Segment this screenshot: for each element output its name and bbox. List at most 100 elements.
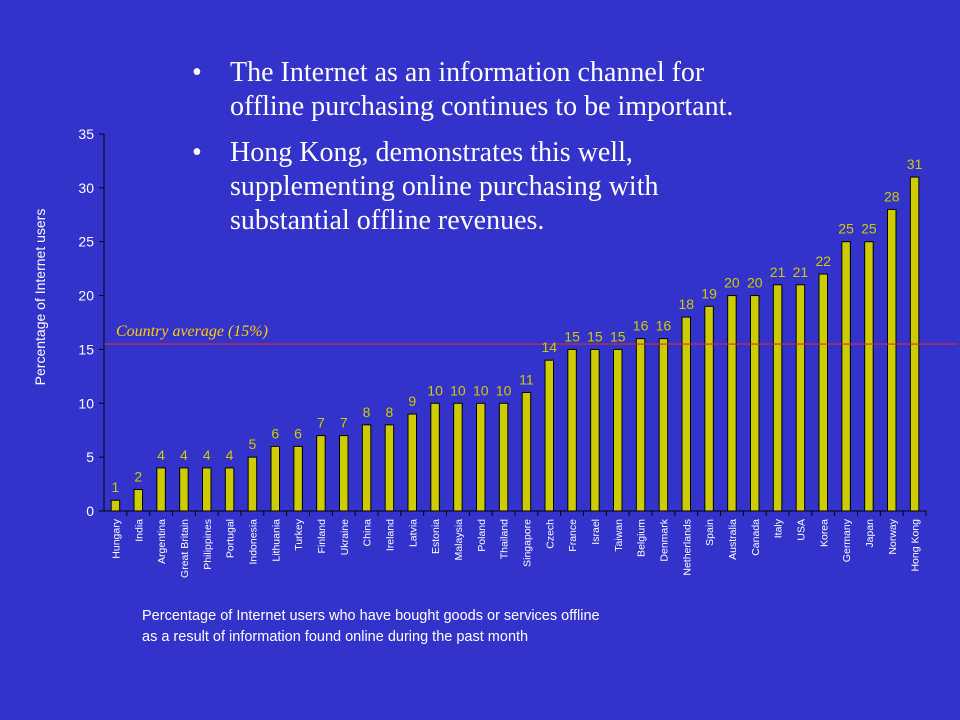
bar [247, 456, 258, 512]
x-tick-label: Spain [704, 519, 716, 546]
x-tick-label: Poland [476, 519, 488, 552]
bar [156, 467, 166, 512]
bar [887, 208, 897, 512]
bullet-glyph: • [192, 57, 202, 88]
x-tick-label: Philippines [202, 519, 214, 570]
y-tick-label: 20 [78, 288, 94, 304]
chart-caption: Percentage of Internet users who have bo… [142, 606, 762, 648]
bar [544, 359, 554, 512]
data-label: 16 [633, 318, 649, 334]
bar [110, 499, 121, 512]
x-tick-label: Lithuania [270, 519, 282, 562]
data-label: 4 [157, 447, 165, 463]
bullet-item: • Hong Kong, demonstrates this well, sup… [192, 136, 752, 238]
x-tick-label: Thailand [499, 519, 511, 559]
data-label: 31 [907, 156, 923, 172]
y-tick-label: 35 [78, 126, 94, 142]
x-tick-label: Norway [887, 518, 899, 554]
bullet-glyph: • [192, 137, 202, 168]
y-tick-label: 5 [86, 449, 94, 465]
x-tick-label: Netherlands [681, 519, 693, 576]
bar [270, 445, 280, 512]
bar [681, 316, 691, 512]
data-label: 11 [519, 372, 534, 388]
y-tick-label: 25 [78, 234, 94, 250]
x-tick-label: Germany [841, 518, 853, 562]
bar [361, 424, 372, 512]
reference-line-group: Country average (15%) [104, 323, 958, 345]
x-tick-label: Great Britain [179, 519, 191, 578]
data-label: 22 [815, 253, 831, 269]
bar [727, 295, 737, 512]
x-tick-label: Israel [590, 519, 602, 545]
bullet-text: Hong Kong, demonstrates this well, suppl… [230, 137, 659, 236]
x-tick-label: Czech [544, 519, 556, 549]
x-tick-label: Singapore [521, 519, 533, 567]
x-tick-label: France [567, 519, 579, 552]
data-label: 6 [294, 425, 302, 441]
data-label: 9 [408, 393, 416, 409]
data-label: 28 [884, 188, 900, 204]
bullet-list: • The Internet as an information channel… [192, 56, 752, 250]
data-label: 6 [271, 425, 279, 441]
data-label: 4 [180, 447, 188, 463]
x-tick-label: Denmark [658, 518, 670, 561]
bar [498, 402, 509, 512]
data-label: 8 [386, 404, 394, 420]
bar [179, 467, 189, 512]
data-label: 15 [587, 328, 603, 344]
y-tick-label: 10 [78, 395, 94, 411]
data-label: 21 [793, 264, 809, 280]
bar [202, 467, 212, 512]
bar [841, 241, 851, 512]
data-label: 25 [861, 221, 877, 237]
bar [430, 402, 440, 512]
bar [864, 241, 874, 512]
data-label: 20 [747, 275, 763, 291]
bar [750, 295, 760, 512]
bar [224, 467, 235, 512]
bar [567, 348, 577, 512]
data-label: 15 [564, 328, 580, 344]
bar [590, 348, 600, 512]
bar [613, 348, 623, 512]
x-tick-label: India [133, 519, 145, 542]
y-axis-title: Percentage of Internet users [32, 209, 48, 386]
bar [704, 305, 714, 512]
bullet-text: The Internet as an information channel f… [230, 57, 734, 122]
x-tick-label: Australia [727, 519, 739, 560]
caption-line: Percentage of Internet users who have bo… [142, 608, 600, 624]
chart-axes [99, 133, 927, 516]
data-label: 16 [656, 318, 672, 334]
y-tick-label: 0 [86, 503, 94, 519]
data-label: 19 [701, 285, 717, 301]
bar [407, 413, 417, 512]
x-tick-label: Hungary [110, 518, 122, 558]
data-label: 7 [340, 415, 348, 431]
x-tick-label: Finland [316, 519, 328, 554]
x-tick-label: China [362, 519, 374, 547]
x-tick-label: Malaysia [453, 519, 465, 561]
bar [818, 273, 828, 512]
x-tick-label: Canada [750, 519, 762, 556]
data-label: 4 [226, 447, 234, 463]
data-label: 1 [112, 479, 120, 495]
data-label: 14 [541, 339, 557, 355]
bar [384, 424, 395, 512]
y-tick-label: 15 [78, 341, 94, 357]
data-label: 20 [724, 275, 740, 291]
x-tick-label: Taiwan [613, 519, 625, 552]
data-label: 7 [317, 415, 325, 431]
bar [453, 402, 463, 512]
caption-line: as a result of information found online … [142, 629, 529, 645]
bar [635, 338, 646, 512]
x-tick-label: Italy [773, 518, 785, 538]
bar [658, 338, 669, 512]
x-tick-label: Japan [864, 519, 876, 548]
x-tick-label: Argentina [156, 519, 168, 564]
data-label: 15 [610, 328, 626, 344]
bar [133, 488, 143, 512]
y-tick-label: 30 [78, 180, 94, 196]
x-tick-label: USA [795, 519, 807, 541]
